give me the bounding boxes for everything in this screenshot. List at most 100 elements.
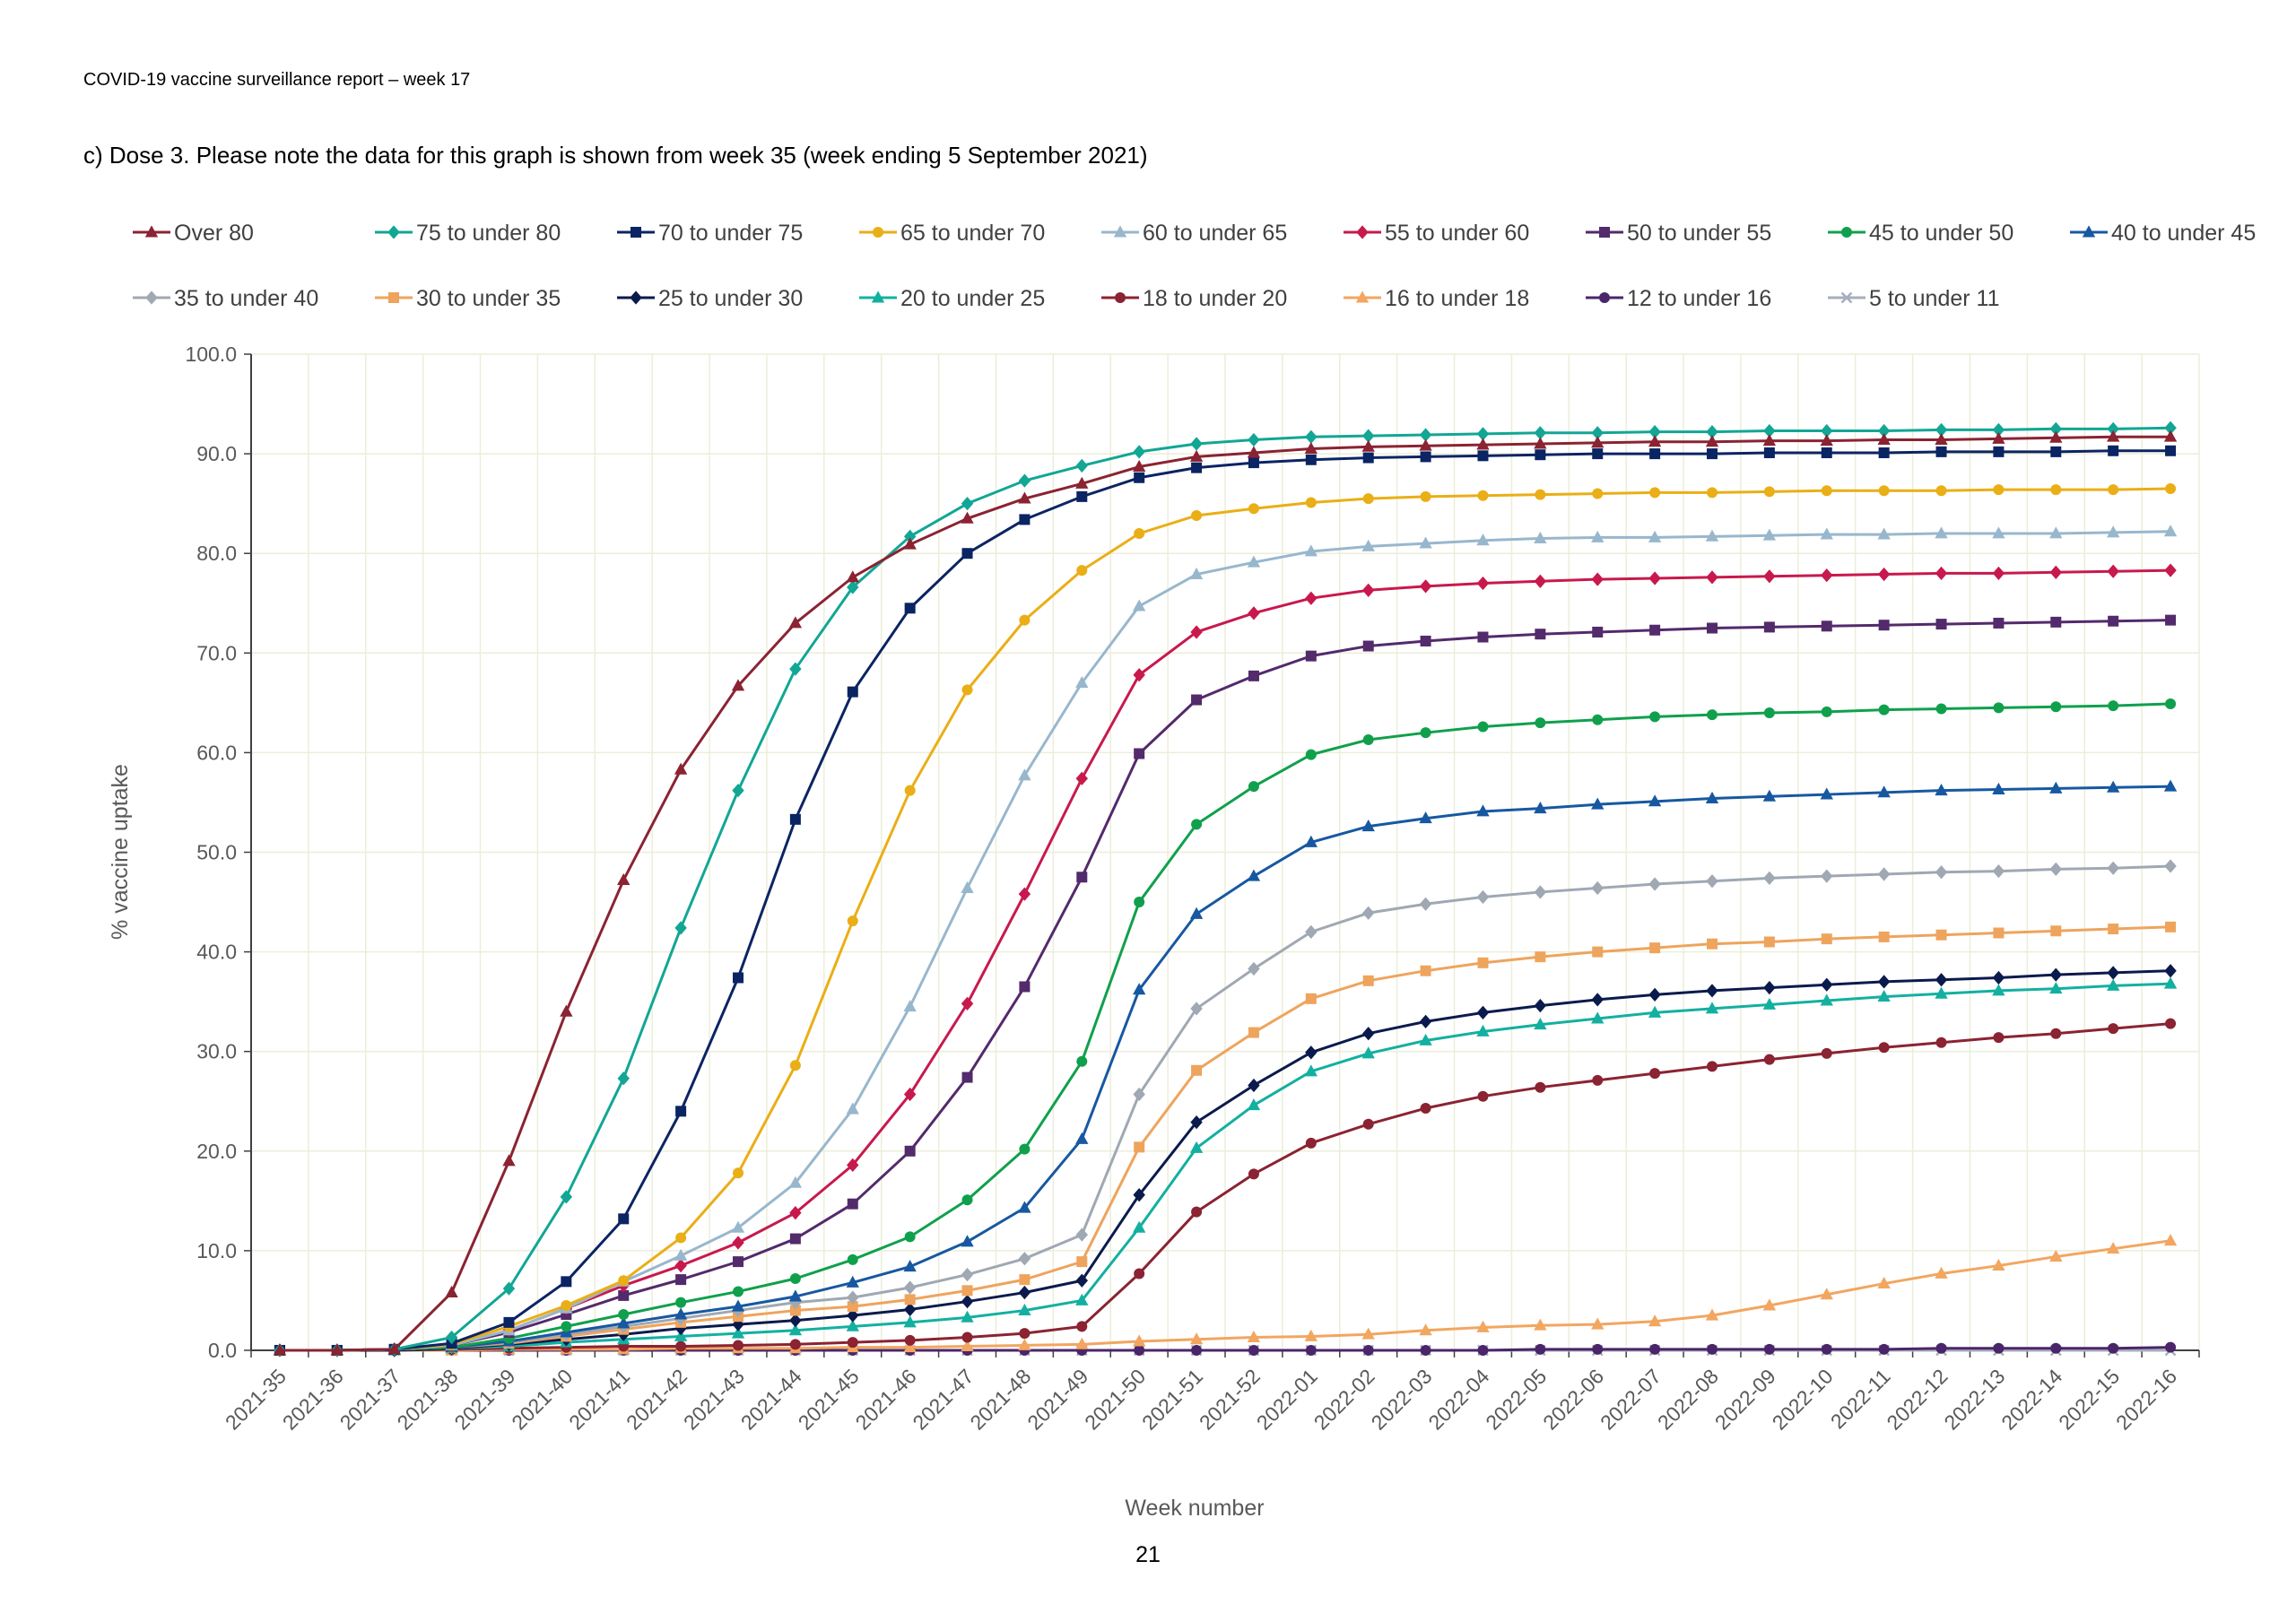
x-tick-label: 2022-09	[1710, 1365, 1780, 1435]
data-point	[1305, 429, 1318, 444]
data-point	[502, 1154, 516, 1167]
data-point	[1591, 530, 1605, 542]
data-point	[961, 511, 974, 524]
data-point	[502, 1281, 516, 1296]
data-point	[2164, 563, 2177, 577]
legend-label: 20 to under 25	[900, 286, 1045, 311]
data-point	[1133, 1188, 1145, 1202]
data-point	[903, 1340, 917, 1353]
data-point	[1648, 1005, 1662, 1018]
data-point	[1592, 714, 1604, 725]
series-line	[279, 1022, 2171, 1352]
legend-label: 18 to under 20	[1143, 286, 1287, 311]
data-point	[1992, 431, 2005, 444]
data-point	[330, 1343, 344, 1356]
data-point	[1591, 572, 1604, 586]
y-tick-label: 30.0	[196, 1040, 237, 1063]
data-point	[445, 1285, 458, 1298]
data-point	[1191, 694, 1203, 706]
data-point	[1935, 1037, 1947, 1048]
data-point	[731, 1326, 745, 1339]
data-point	[1649, 448, 1661, 460]
series-line	[279, 982, 2171, 1352]
data-point	[1535, 1343, 1546, 1355]
chart-caption: c) Dose 3. Please note the data for this…	[83, 142, 1148, 169]
data-point	[1248, 961, 1260, 976]
data-point	[2165, 698, 2177, 709]
legend-item: 55 to under 60	[1344, 221, 1529, 246]
data-point	[1018, 473, 1031, 488]
data-point	[1649, 711, 1661, 723]
data-point	[1076, 490, 1088, 502]
data-point	[2049, 862, 2063, 877]
x-tick-labels: 2021-352021-362021-372021-382021-392021-…	[221, 1364, 2181, 1434]
data-point	[1592, 626, 1604, 638]
data-point	[1420, 490, 1431, 502]
data-point	[1820, 787, 1833, 800]
x-tick-label: 2021-40	[507, 1365, 577, 1435]
data-point	[733, 1286, 744, 1297]
data-point	[733, 1340, 744, 1351]
data-point	[1248, 1168, 1259, 1180]
data-point	[1648, 1314, 1662, 1327]
data-point	[789, 1233, 801, 1245]
data-point	[1649, 1343, 1661, 1355]
x-tick-label: 2022-06	[1538, 1365, 1608, 1435]
data-point	[1248, 457, 1259, 469]
data-point	[1361, 1027, 1375, 1041]
legend-label: 55 to under 60	[1385, 221, 1529, 246]
data-point	[2165, 614, 2177, 626]
x-tick-label: 2021-46	[851, 1365, 921, 1435]
series-line	[279, 785, 2171, 1352]
x-tick-label: 2021-51	[1137, 1365, 1207, 1435]
data-point	[732, 1317, 744, 1331]
data-point	[1248, 1078, 1260, 1093]
data-point	[1535, 489, 1546, 500]
data-point	[1076, 1055, 1088, 1067]
y-tick-label: 40.0	[196, 941, 237, 964]
x-tick-label: 2021-35	[221, 1365, 291, 1435]
data-point	[1305, 749, 1317, 760]
data-point	[1190, 625, 1203, 639]
data-point	[847, 580, 859, 594]
data-point	[2165, 1341, 2177, 1353]
data-point	[273, 1343, 287, 1356]
legend-item: 30 to under 35	[375, 286, 561, 311]
legend-label: 12 to under 16	[1627, 286, 1771, 311]
data-point	[2107, 861, 2119, 875]
data-point	[788, 1289, 803, 1302]
legend-item: 18 to under 20	[1101, 286, 1287, 311]
data-point	[1821, 447, 1832, 458]
data-point	[789, 1339, 801, 1350]
data-point	[903, 1000, 917, 1012]
data-point	[1649, 1068, 1661, 1080]
x-tick-label: 2022-08	[1653, 1365, 1723, 1435]
data-point	[674, 1248, 688, 1261]
series-line	[279, 426, 2171, 1352]
x-tick-label: 2022-15	[2054, 1365, 2124, 1435]
data-point	[1361, 819, 1375, 832]
data-point	[1535, 717, 1546, 729]
data-point	[1878, 931, 1890, 942]
data-point	[1133, 983, 1146, 995]
data-point	[1133, 1220, 1146, 1233]
data-point	[1248, 432, 1260, 447]
data-point	[1877, 989, 1891, 1002]
data-point	[1993, 617, 2005, 629]
data-point	[1763, 936, 1775, 948]
data-point	[961, 1235, 974, 1247]
data-point	[1191, 1206, 1203, 1218]
data-point	[1592, 1074, 1604, 1086]
series-12	[273, 976, 2178, 1356]
data-point	[2107, 525, 2120, 538]
legend-marker	[144, 225, 159, 238]
data-point	[847, 1158, 859, 1172]
legend-marker	[2082, 225, 2096, 238]
series-line	[279, 487, 2171, 1352]
data-point	[1592, 488, 1604, 499]
data-point	[561, 1300, 572, 1312]
data-point	[1705, 1308, 1719, 1321]
data-point	[1476, 1024, 1490, 1037]
data-point	[1477, 721, 1489, 733]
data-point	[1076, 872, 1088, 883]
